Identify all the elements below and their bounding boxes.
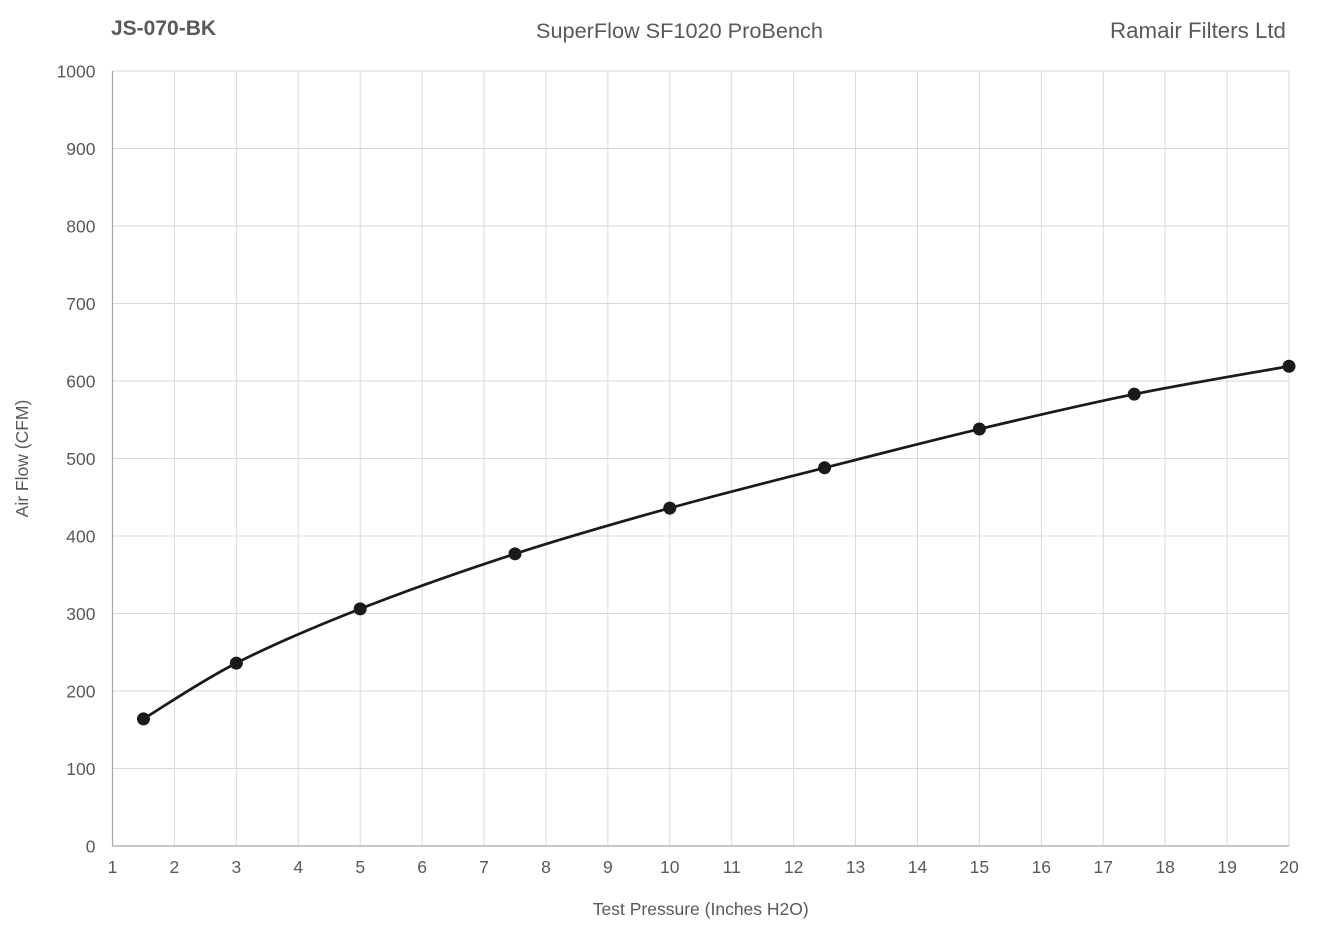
svg-text:400: 400	[66, 526, 95, 546]
svg-text:200: 200	[66, 681, 95, 701]
svg-text:15: 15	[970, 857, 989, 877]
svg-text:10: 10	[660, 857, 680, 877]
svg-text:20: 20	[1279, 857, 1299, 877]
svg-text:11: 11	[723, 857, 741, 877]
svg-text:16: 16	[1032, 857, 1051, 877]
svg-text:5: 5	[355, 857, 365, 877]
svg-text:700: 700	[66, 294, 95, 314]
svg-text:4: 4	[293, 857, 303, 877]
svg-text:3: 3	[231, 857, 241, 877]
svg-text:17: 17	[1094, 857, 1113, 877]
svg-text:6: 6	[417, 857, 427, 877]
svg-text:1: 1	[108, 857, 118, 877]
svg-text:19: 19	[1217, 857, 1236, 877]
svg-text:800: 800	[66, 216, 95, 236]
svg-text:900: 900	[66, 139, 95, 159]
svg-text:1000: 1000	[57, 61, 96, 81]
svg-text:2: 2	[170, 857, 180, 877]
svg-text:18: 18	[1155, 857, 1174, 877]
svg-text:300: 300	[66, 604, 95, 624]
svg-text:12: 12	[784, 857, 803, 877]
svg-text:500: 500	[66, 449, 95, 469]
svg-text:600: 600	[66, 371, 95, 391]
svg-text:0: 0	[86, 836, 96, 856]
svg-text:14: 14	[908, 857, 928, 877]
svg-text:13: 13	[846, 857, 865, 877]
svg-text:100: 100	[66, 759, 95, 779]
svg-text:7: 7	[479, 857, 489, 877]
svg-text:9: 9	[603, 857, 613, 877]
svg-text:8: 8	[541, 857, 551, 877]
